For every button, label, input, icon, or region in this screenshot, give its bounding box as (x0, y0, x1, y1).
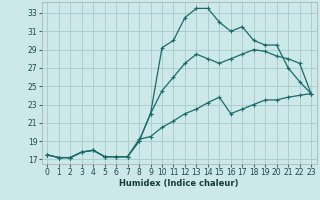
X-axis label: Humidex (Indice chaleur): Humidex (Indice chaleur) (119, 179, 239, 188)
